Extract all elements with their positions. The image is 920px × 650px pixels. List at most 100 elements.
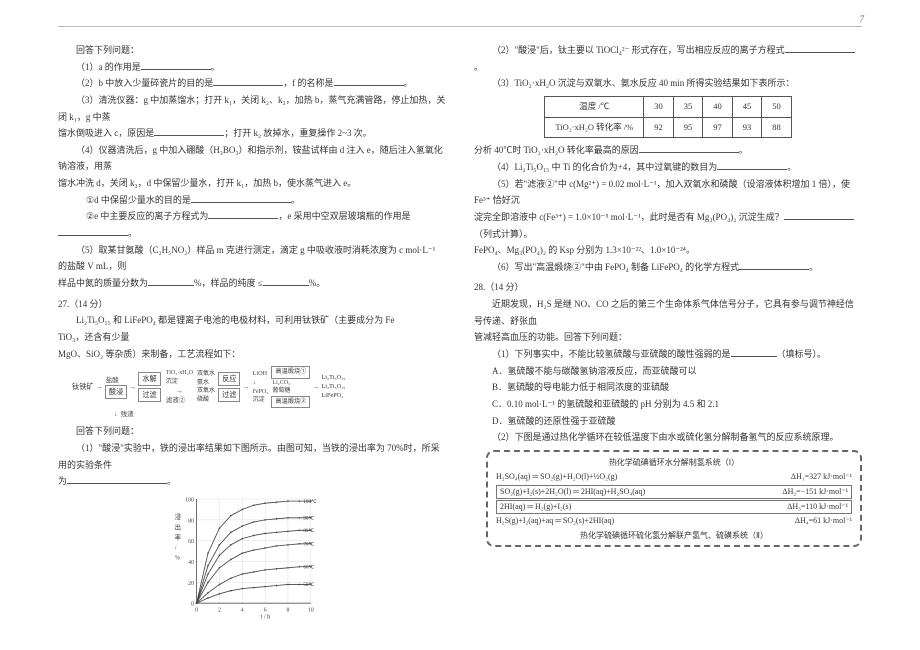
right-column: （2）"酸浸"后，钛主要以 TiOCl₄²⁻ 形式存在，写出相应反应的离子方程式… bbox=[474, 42, 862, 624]
table-header-cell: 50 bbox=[762, 96, 792, 117]
table-cell: 93 bbox=[732, 117, 762, 138]
q5-line1: （5）取某甘氨酸（C₂H₅NO₂）样品 m 克进行测定，滴定 g 中吸收液时消耗… bbox=[58, 242, 446, 275]
p27a: Li₂Ti₅O₁₅ 和 LiFePO₄ 都是锂离子电池的电极材料，可利用钛铁矿（… bbox=[58, 312, 446, 345]
r3: （3）TiO₂·xH₂O 沉淀与双氧水、氨水反应 40 min 所得实验结果如下… bbox=[474, 75, 862, 92]
blank bbox=[334, 76, 404, 86]
q5-line2: 样品中氮的质量分数为%，样品的纯度 ≤%。 bbox=[58, 275, 446, 292]
option-d: D．氢硫酸的还原性强于亚硫酸 bbox=[474, 413, 862, 430]
svg-text:率: 率 bbox=[175, 532, 181, 541]
blank bbox=[58, 226, 128, 236]
two-column-layout: 回答下列问题： （1）a 的作用是。 （2）b 中放入少量碎瓷片的目的是，f 的… bbox=[58, 42, 862, 624]
table-header-cell: 35 bbox=[673, 96, 703, 117]
r2: （2）"酸浸"后，钛主要以 TiOCl₄²⁻ 形式存在，写出相应反应的离子方程式… bbox=[474, 42, 862, 75]
table-cell: 88 bbox=[762, 117, 792, 138]
blank bbox=[67, 474, 167, 484]
blank bbox=[639, 143, 739, 153]
p27c: 回答下列问题： bbox=[58, 423, 446, 440]
blank bbox=[263, 276, 309, 286]
table-header-cell: 40 bbox=[703, 96, 733, 117]
eq2: SO₂(g)+I₂(s)+2H₂O(l) ═ 2HI(aq)+H₂SO₄(aq)… bbox=[496, 485, 852, 499]
q4-line2: 馏水冲洗 d，关闭 k₃，d 中保留少量水，打开 k₁，加热 b，使水蒸气进入 … bbox=[58, 175, 446, 192]
svg-text:60℃: 60℃ bbox=[303, 564, 314, 570]
blank bbox=[213, 76, 283, 86]
q4i: ①d 中保留少量水的目的是。 bbox=[58, 192, 446, 209]
svg-text:2: 2 bbox=[218, 608, 221, 614]
table-header-cell: 30 bbox=[644, 96, 674, 117]
table-cell: 97 bbox=[703, 117, 733, 138]
r5b: 淀完全即溶液中 c(Fe³⁺) = 1.0×10⁻⁵ mol·L⁻¹，此时是否有… bbox=[474, 209, 862, 242]
svg-text:80: 80 bbox=[188, 518, 194, 524]
svg-text:4: 4 bbox=[241, 608, 244, 614]
blank bbox=[739, 260, 809, 270]
svg-text:8: 8 bbox=[286, 608, 289, 614]
option-c: C．0.10 mol·L⁻¹ 的氢硫酸和亚硫酸的 pH 分别为 4.5 和 2.… bbox=[474, 396, 862, 413]
page-number: 7 bbox=[860, 14, 865, 24]
eq3: 2HI(aq) ═ H₂(g)+I₂(s)ΔH₃=110 kJ·mol⁻¹ bbox=[496, 500, 852, 514]
blank bbox=[717, 160, 787, 170]
top-rule bbox=[58, 26, 862, 27]
table-header-cell: 45 bbox=[732, 96, 762, 117]
blank bbox=[191, 193, 291, 203]
svg-text:%: % bbox=[175, 554, 181, 561]
blank bbox=[208, 209, 278, 219]
section-28: 28.（14 分） bbox=[474, 279, 862, 296]
svg-text:40: 40 bbox=[188, 560, 194, 566]
svg-text:80℃: 80℃ bbox=[303, 528, 314, 534]
svg-text:/: / bbox=[175, 544, 177, 551]
blank bbox=[785, 43, 855, 53]
p27e: 为。 bbox=[58, 473, 446, 490]
svg-text:出: 出 bbox=[175, 522, 181, 531]
q4ii: ②e 中主要反应的离子方程式为，e 采用中空双层玻璃瓶的作用是。 bbox=[58, 208, 446, 241]
blank bbox=[731, 347, 777, 357]
section-27: 27.（14 分） bbox=[58, 296, 446, 313]
option-b: B．氢硫酸的导电能力低于相同浓度的亚硫酸 bbox=[474, 379, 862, 396]
table-cell: 92 bbox=[644, 117, 674, 138]
svg-text:t / h: t / h bbox=[261, 613, 272, 620]
q4-line1: （4）仪器清洗后，g 中加入硼酸（H₃BO₃）和指示剂，铵盐试样由 d 注入 e… bbox=[58, 142, 446, 175]
table-header-cell: 温度 /℃ bbox=[545, 96, 644, 117]
thermochem-system-box: 热化学硫碘循环水分解制氢系统（Ⅰ） H₂SO₄(aq) ═ SO₂(g)+H₂O… bbox=[486, 450, 862, 547]
r3b: 分析 40℃时 TiO₂·xH₂O 转化率最高的原因。 bbox=[474, 142, 862, 159]
p27d: （1）"酸浸"实验中，铁的浸出率结果如下图所示。由图可知，当铁的浸出率为 70%… bbox=[58, 440, 446, 473]
process-flowchart: 钛铁矿 → 盐酸 酸浸 → 水解 过滤 TiO₂·xH₂O沉淀 → 滤液② 双氧… bbox=[72, 366, 446, 419]
table-cell: 95 bbox=[673, 117, 703, 138]
svg-text:100: 100 bbox=[185, 497, 194, 503]
svg-text:浸: 浸 bbox=[175, 512, 181, 521]
r4: （4）Li₂Ti₅O₁₅ 中 Ti 的化合价为+4，其中过氧键的数目为。 bbox=[474, 159, 862, 176]
system-footer: 热化学硫碘循环硫化氢分解联产氢气、硫磺系统（Ⅱ） bbox=[496, 530, 852, 542]
p28a: 近期发现，H₂S 是继 NO、CO 之后的第三个生命体系气体信号分子，它具有参与… bbox=[474, 296, 862, 329]
leach-rate-chart: 0204060801000246810100℃90℃80℃70℃60℃50℃t … bbox=[167, 494, 337, 620]
p28b: 管减轻高血压的功能。回答下列问题： bbox=[474, 329, 862, 346]
left-column: 回答下列问题： （1）a 的作用是。 （2）b 中放入少量碎瓷片的目的是，f 的… bbox=[58, 42, 446, 624]
blank bbox=[784, 210, 854, 220]
r5a: （5）若"滤液②"中 c(Mg²⁺) = 0.02 mol·L⁻¹，加入双氧水和… bbox=[474, 176, 862, 209]
q2: （2）b 中放入少量碎瓷片的目的是，f 的名称是。 bbox=[58, 75, 446, 92]
q28-1: （1）下列事实中，不能比较氢硫酸与亚硫酸的酸性强弱的是（填标号）。 bbox=[474, 346, 862, 363]
option-a: A．氢硫酸不能与碳酸氢钠溶液反应，而亚硫酸可以 bbox=[474, 363, 862, 380]
svg-text:0: 0 bbox=[195, 608, 198, 614]
svg-text:20: 20 bbox=[188, 581, 194, 587]
conversion-table: 温度 /℃3035404550 TiO₂·xH₂O 转化率 /%92959793… bbox=[544, 96, 791, 138]
blank bbox=[154, 126, 224, 136]
svg-text:70℃: 70℃ bbox=[303, 541, 314, 547]
table-row-label: TiO₂·xH₂O 转化率 /% bbox=[545, 117, 644, 138]
svg-text:0: 0 bbox=[191, 602, 194, 608]
system-title: 热化学硫碘循环水分解制氢系统（Ⅰ） bbox=[496, 457, 852, 469]
svg-text:50℃: 50℃ bbox=[303, 582, 314, 588]
q3-line1: （3）清洗仪器：g 中加蒸馏水；打开 k₁，关闭 k₂、k₃，加热 b，蒸气充满… bbox=[58, 92, 446, 125]
q3-line2: 馏水倒吸进入 c，原因是；打开 k₂ 放掉水，重复操作 2~3 次。 bbox=[58, 125, 446, 142]
p27b: MgO、SiO₂ 等杂质）来制备，工艺流程如下： bbox=[58, 346, 446, 363]
eq1: H₂SO₄(aq) ═ SO₂(g)+H₂O(l)+½O₂(g)ΔH₁=327 … bbox=[496, 471, 852, 483]
r6: （6）写出"高温煅烧②"中由 FePO₄ 制备 LiFePO₄ 的化学方程式。 bbox=[474, 259, 862, 276]
svg-text:90℃: 90℃ bbox=[303, 515, 314, 521]
q28-2: （2）下图是通过热化学循环在较低温度下由水或硫化氢分解制备氢气的反应系统原理。 bbox=[474, 429, 862, 446]
svg-text:60: 60 bbox=[188, 539, 194, 545]
blank bbox=[148, 276, 194, 286]
svg-text:100℃: 100℃ bbox=[303, 499, 317, 505]
intro-text: 回答下列问题： bbox=[58, 42, 446, 59]
r5d: FePO₄、Mg₃(PO₄)₂ 的 Ksp 分别为 1.3×10⁻²²、1.0×… bbox=[474, 242, 862, 259]
svg-text:10: 10 bbox=[308, 608, 314, 614]
blank bbox=[141, 60, 211, 70]
q1: （1）a 的作用是。 bbox=[58, 59, 446, 76]
eq4: H₂S(g)+I₂(aq)+aq ═ SO₂(s)+2HI(aq)ΔH₄=61 … bbox=[496, 515, 852, 527]
